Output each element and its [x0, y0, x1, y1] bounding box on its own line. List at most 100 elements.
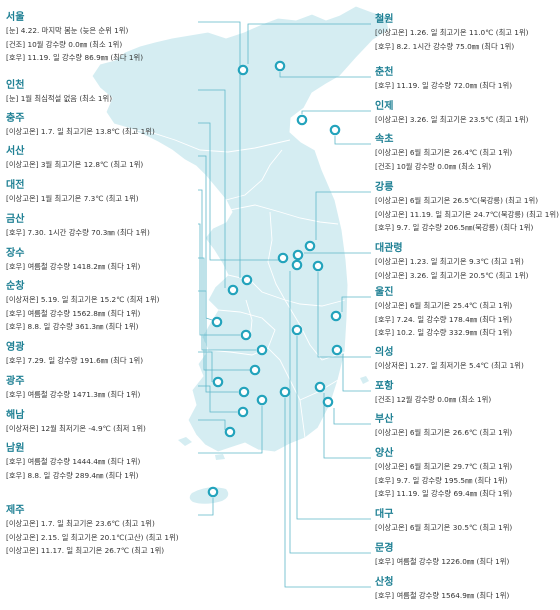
- region-name: 속초: [375, 134, 394, 145]
- region-name: 제주: [6, 505, 25, 516]
- leader-line-inje: [301, 110, 371, 114]
- record-line: [이상고온] 1.23. 일 최고기온 9.3℃ (최고 1위): [375, 257, 524, 266]
- border-line: [299, 379, 339, 401]
- leader-line-gangneung: [315, 191, 371, 240]
- region-block-pohang: 포항 [건조] 12월 강수량 0.0㎜ (최소 1위): [375, 381, 491, 407]
- station-marker-daegwallyeong: [292, 249, 304, 261]
- region-block-jeju: 제주 [이상고온] 1.7. 일 최고기온 23.6℃ (최고 1위) [이상고온]…: [6, 505, 179, 558]
- region-name: 인천: [6, 80, 25, 91]
- station-marker-inje: [296, 114, 308, 126]
- region-block-seoul: 서울 [눈] 4.22. 마지막 봄눈 (늦은 순위 1위) [건조] 10월 강수…: [6, 12, 143, 65]
- region-name: 서울: [6, 12, 25, 23]
- record-line: [이상고온] 6월 최고기온 30.5℃ (최고 1위): [375, 523, 513, 532]
- station-marker-jangsu: [249, 364, 261, 376]
- record-line: [이상고온] 11.17. 일 최고기온 26.7℃ (최고 1위): [6, 546, 165, 555]
- record-line: [호우] 여름철 강수량 1418.2㎜ (최다 1위): [6, 262, 141, 271]
- border-line: [225, 149, 283, 201]
- record-line: [호우] 여름철 강수량 1226.0㎜ (최다 1위): [375, 557, 510, 566]
- station-marker-incheon: [227, 284, 239, 296]
- region-block-daejeon: 대전 [이상고온] 1월 최고기온 7.3℃ (최고 1위): [6, 180, 139, 206]
- border-line: [267, 211, 286, 301]
- record-line: [호우] 11.19. 일 강수량 69.4㎜ (최다 1위): [375, 489, 513, 498]
- record-line: [건조] 10월 강수량 0.0㎜ (최소 1위): [6, 39, 123, 49]
- station-marker-seosan: [211, 316, 223, 328]
- korean-peninsula: [91, 5, 390, 504]
- region-name: 울진: [375, 287, 394, 298]
- leader-lines: [198, 21, 371, 588]
- leader-line-seosan: [198, 155, 213, 321]
- record-line: [이상고온] 3.26. 일 최고기온 23.5℃ (최고 1위): [375, 115, 529, 124]
- region-block-seosan: 서산 [이상고온] 3월 최고기온 12.8℃ (최고 1위): [6, 146, 143, 172]
- leader-line-uiseong: [317, 272, 371, 358]
- station-marker-cheorwon: [237, 64, 249, 76]
- region-name: 양산: [375, 448, 394, 459]
- record-line: [이상저온] 12월 최저기온 -4.9℃ (최저 1위): [6, 424, 146, 433]
- leader-line-jeju: [198, 498, 214, 516]
- leader-line-cheorwon: [247, 23, 371, 64]
- record-line: [호우] 11.19. 일 강수량 86.9㎜ (최다 1위): [6, 53, 144, 62]
- region-name: 철원: [375, 14, 394, 25]
- record-line: [이상고온] 3.26. 일 최고기온 20.5℃ (최고 1위): [375, 270, 529, 280]
- record-line: [이상고온] 3월 최고기온 12.8℃ (최고 1위): [6, 160, 144, 169]
- leader-line-yeonggwang: [198, 351, 213, 382]
- leader-line-gwangju: [198, 385, 237, 413]
- record-line: [호우] 여름철 강수량 1471.3㎜ (최다 1위): [6, 390, 141, 399]
- station-marker-yangsan: [314, 381, 326, 393]
- station-marker-daejeon: [256, 344, 268, 356]
- region-name: 의성: [375, 347, 394, 358]
- leader-line-namwon: [198, 406, 263, 454]
- region-block-haenam: 해남 [이상저온] 12월 최저기온 -4.9℃ (최저 1위): [6, 410, 146, 436]
- region-name: 대구: [375, 509, 394, 520]
- region-name: 문경: [375, 543, 394, 554]
- station-marker-uiseong: [312, 260, 324, 272]
- region-name: 강릉: [375, 182, 394, 193]
- region-block-uljin: 울진 [이상고온] 6월 최고기온 25.4℃ (최고 1위) [호우] 7.24.…: [375, 287, 512, 340]
- record-line: [이상고온] 1.7. 일 최고기온 23.6℃ (최고 1위): [6, 519, 155, 528]
- leader-line-sokcho: [334, 136, 371, 145]
- border-line: [217, 309, 276, 349]
- region-block-yangsan: 양산 [이상고온] 6월 최고기온 29.7℃ (최고 1위) [호우] 9.7. …: [375, 448, 512, 501]
- station-marker-sancheong: [279, 386, 291, 398]
- leader-line-haenam: [198, 419, 226, 430]
- record-line: [호우] 9.7. 일 강수량 195.5㎜ (최다 1위): [375, 475, 508, 485]
- region-name: 영광: [6, 342, 25, 353]
- region-block-jangsu: 장수 [호우] 여름철 강수량 1418.2㎜ (최다 1위): [6, 248, 140, 274]
- record-line: [이상고온] 1월 최고기온 7.3℃ (최고 1위): [6, 194, 139, 203]
- record-line: [이상고온] 6월 최고기온 26.5℃(북강릉) (최고 1위): [375, 196, 539, 205]
- record-line: [호우] 11.19. 일 강수량 72.0㎜ (최다 1위): [375, 81, 513, 90]
- region-name: 부산: [375, 414, 394, 425]
- leader-line-chungju: [198, 122, 278, 261]
- record-line: [이상고온] 2.15. 일 최고기온 20.1℃(고산) (최고 1위): [6, 532, 179, 542]
- station-marker-daegu: [291, 324, 303, 336]
- record-line: [호우] 7.24. 일 강수량 178.4㎜ (최다 1위): [375, 314, 513, 324]
- region-block-gangneung: 강릉 [이상고온] 6월 최고기온 26.5℃(북강릉) (최고 1위) [이상고온…: [375, 182, 559, 235]
- region-name: 남원: [6, 443, 25, 454]
- leader-line-yangsan: [323, 393, 371, 459]
- region-block-busan: 부산 [이상고온] 6월 최고기온 26.6℃ (최고 1위): [375, 414, 512, 440]
- record-line: [호우] 9.7. 일 강수량 206.5㎜(북강릉) (최다 1위): [375, 223, 534, 232]
- record-line: [호우] 8.8. 일 강수량 361.3㎜ (최다 1위): [6, 322, 139, 331]
- region-block-inje: 인제 [이상고온] 3.26. 일 최고기온 23.5℃ (최고 1위): [375, 101, 529, 127]
- region-name: 산청: [375, 577, 394, 588]
- jeju-island: [189, 487, 229, 504]
- region-block-uiseong: 의성 [이상저온] 1.27. 일 최저기온 5.4℃ (최고 1위): [375, 347, 524, 373]
- record-line: [이상고온] 6월 최고기온 25.4℃ (최고 1위): [375, 301, 513, 310]
- region-block-chungju: 충주 [이상고온] 1.7. 일 최고기온 13.8℃ (최고 1위): [6, 113, 155, 139]
- region-block-geumsan: 금산 [호우] 7.30. 1시간 강수량 70.3㎜ (최다 1위): [6, 214, 150, 240]
- record-line: [호우] 여름철 강수량 1564.9㎜ (최다 1위): [375, 591, 510, 600]
- station-marker-mungyeong: [291, 259, 303, 271]
- border-line: [119, 127, 291, 153]
- station-marker-chuncheon: [274, 60, 286, 72]
- region-block-suncheon: 순창 [이상저온] 5.19. 일 최고기온 15.2℃ (최저 1위) [호우] …: [6, 281, 160, 334]
- record-line: [이상고온] 1.26. 일 최고기온 11.0℃ (최고 1위): [375, 28, 529, 37]
- record-line: [이상고온] 1.7. 일 최고기온 13.8℃ (최고 1위): [6, 127, 155, 136]
- record-line: [호우] 8.2. 1시간 강수량 75.0㎜ (최다 1위): [375, 41, 515, 51]
- region-block-cheorwon: 철원 [이상고온] 1.26. 일 최고기온 11.0℃ (최고 1위) [호우] …: [375, 14, 529, 53]
- record-line: [호우] 10.2. 일 강수량 332.9㎜ (최다 1위): [375, 328, 513, 337]
- border-line: [229, 204, 339, 225]
- region-name: 서산: [6, 146, 25, 157]
- record-line: [건조] 12월 강수량 0.0㎜ (최소 1위): [375, 395, 492, 404]
- region-block-daegu: 대구 [이상고온] 6월 최고기온 30.5℃ (최고 1위): [375, 509, 512, 535]
- station-marker-seoul: [241, 274, 253, 286]
